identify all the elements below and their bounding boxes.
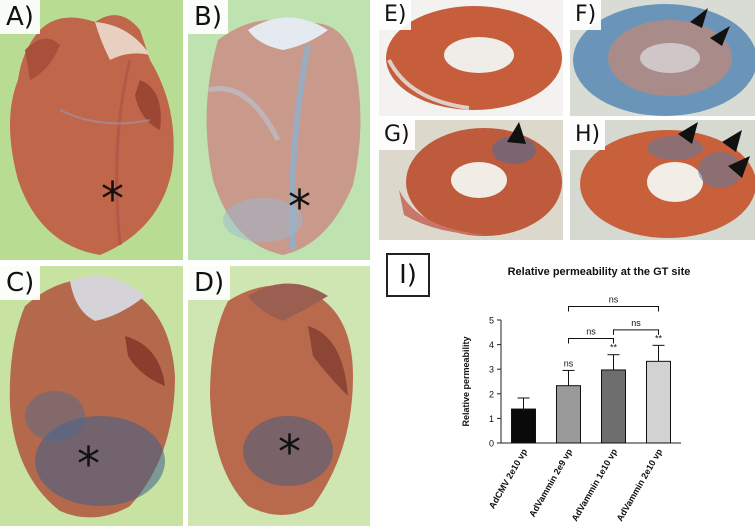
y-tick-label: 4 — [489, 340, 494, 350]
slice-g-image — [399, 122, 562, 236]
panel-e: E) — [379, 0, 563, 116]
chart-title: Relative permeability at the GT site — [508, 266, 691, 278]
heart-d-image — [210, 283, 353, 515]
bar-annotation: ** — [655, 333, 663, 343]
panel-b-label: B) — [188, 0, 228, 34]
slice-h-image — [580, 122, 755, 238]
bar-annotation: ** — [610, 343, 618, 353]
slice-e-image — [386, 6, 562, 110]
arrowhead-marker — [722, 130, 742, 152]
panel-g-label: G) — [379, 120, 415, 150]
bar — [511, 408, 536, 444]
significance-label: ns — [609, 294, 619, 304]
panel-b: B) * — [188, 0, 370, 260]
x-tick-label: AdVammin 2e9 vp — [527, 447, 574, 519]
panel-i-label: I) — [386, 253, 430, 297]
heart-b-image — [206, 17, 361, 255]
asterisk-marker: * — [77, 437, 100, 491]
panel-d: D) * — [188, 266, 370, 526]
panel-a: A) * — [0, 0, 183, 260]
y-tick-label: 2 — [489, 389, 494, 399]
panel-c: C) * — [0, 266, 183, 526]
arrowhead-marker — [678, 122, 698, 144]
asterisk-marker: * — [101, 172, 124, 226]
asterisk-marker: * — [278, 425, 301, 479]
significance-bracket — [568, 337, 614, 344]
significance-label: ns — [631, 318, 641, 328]
panel-f: F) — [570, 0, 755, 116]
panel-i-chart: Relative permeability at the GT site 0 1 2 3… — [379, 250, 755, 526]
panel-h: H) — [570, 120, 755, 240]
bar-chart: Relative permeability at the GT site 0 1 2 3… — [461, 266, 691, 523]
y-tick-label: 5 — [489, 316, 494, 326]
arrowhead-marker — [690, 8, 708, 28]
y-tick-label: 3 — [489, 365, 494, 375]
heart-c-image — [9, 276, 175, 518]
y-tick-label: 0 — [489, 439, 494, 449]
bar-annotation: ns — [564, 358, 574, 368]
x-tick-label: AdVammin 2e10 vp — [615, 447, 665, 523]
panel-f-label: F) — [570, 0, 602, 30]
arrowhead-marker — [710, 26, 730, 46]
slice-f-image — [573, 4, 755, 116]
significance-bracket — [568, 305, 659, 312]
bar — [601, 369, 626, 444]
panel-a-label: A) — [0, 0, 40, 34]
y-axis-label: Relative permeability — [461, 336, 471, 426]
heart-a-image — [10, 15, 174, 255]
panel-e-label: E) — [379, 0, 412, 30]
asterisk-marker: * — [288, 180, 311, 234]
bar — [556, 385, 581, 444]
bar — [646, 360, 671, 444]
significance-bracket — [613, 329, 659, 335]
panel-d-label: D) — [188, 266, 231, 300]
x-tick-label: AdCMV 2e10 vp — [487, 447, 530, 511]
panel-c-label: C) — [0, 266, 41, 300]
panel-g: G) — [379, 120, 563, 240]
arrowhead-marker — [728, 156, 750, 178]
y-tick-label: 1 — [489, 414, 494, 424]
significance-label: ns — [586, 326, 596, 336]
panel-h-label: H) — [570, 120, 606, 150]
arrowhead-marker — [507, 122, 526, 144]
x-tick-label: AdVammin 1e10 vp — [570, 447, 620, 523]
